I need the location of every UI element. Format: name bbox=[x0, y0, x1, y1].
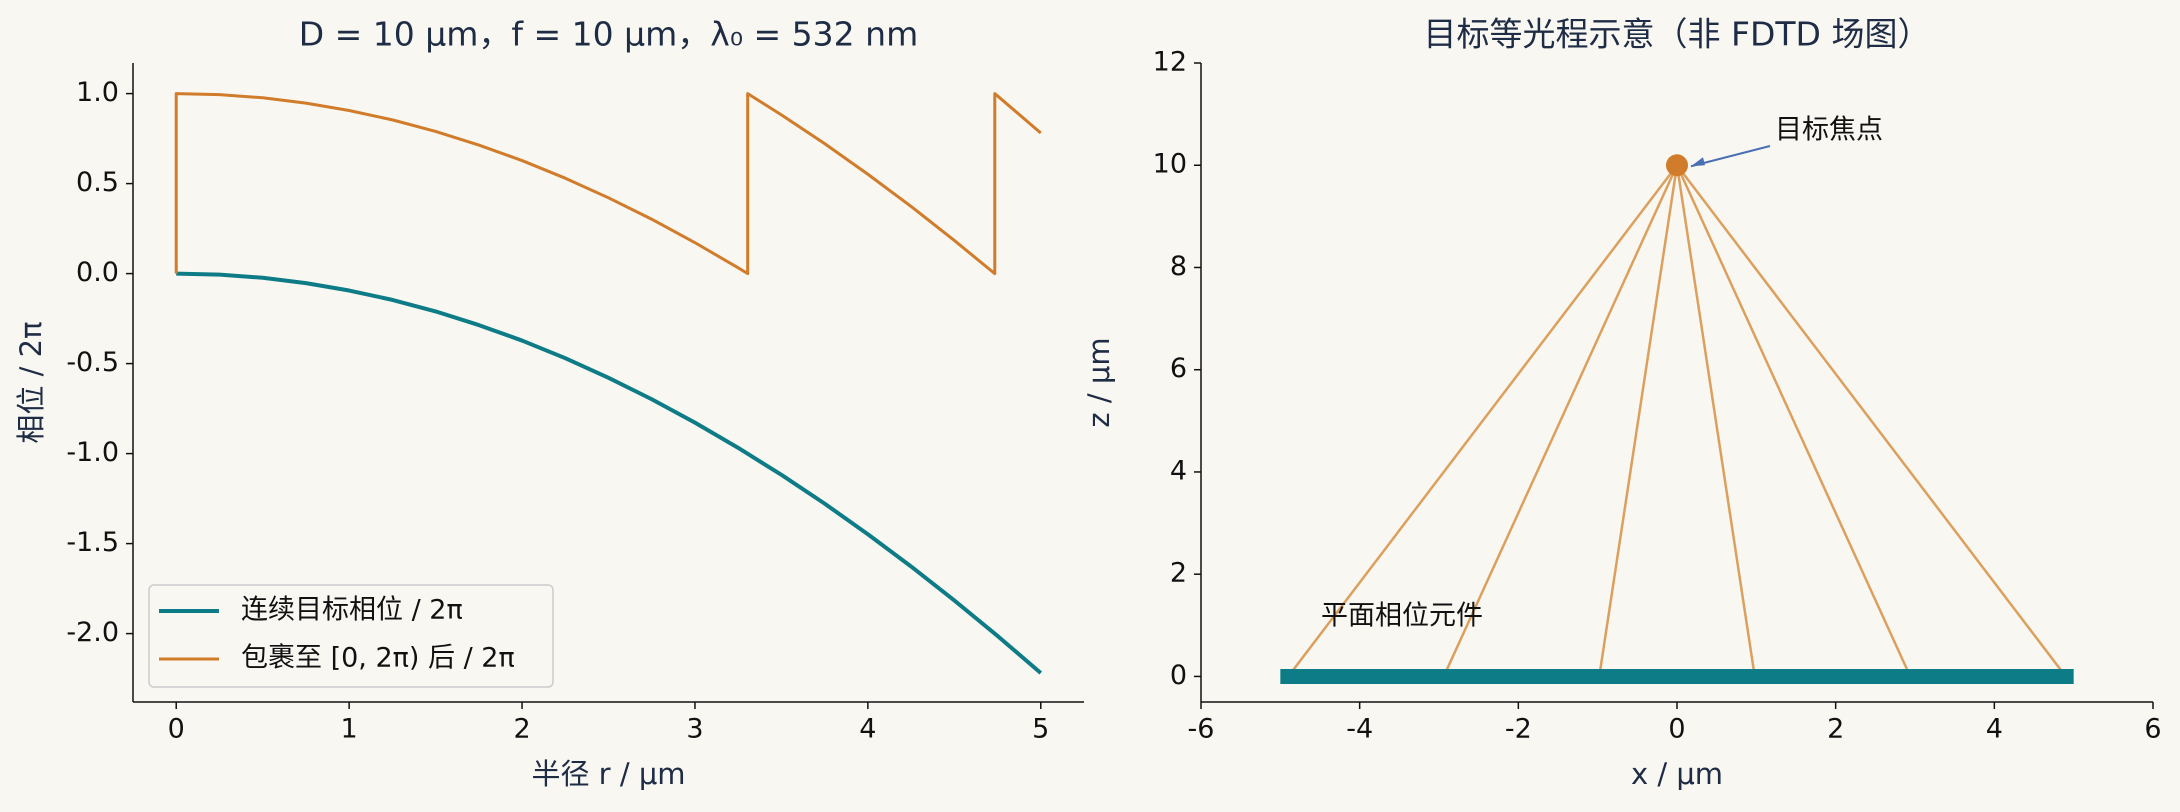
ray bbox=[1675, 165, 1756, 677]
y-tick-label: 12 bbox=[1153, 47, 1187, 78]
y-axis-label: 相位 / 2π bbox=[14, 321, 48, 443]
focus-point bbox=[1666, 154, 1688, 177]
x-axis-label: x / μm bbox=[1631, 757, 1723, 791]
x-tick-label: 5 bbox=[1032, 714, 1049, 745]
x-axis-label: 半径 r / μm bbox=[531, 757, 685, 791]
line-series bbox=[174, 92, 1042, 276]
x-tick-label: -4 bbox=[1346, 714, 1373, 745]
x-tick-label: 0 bbox=[168, 714, 185, 745]
ray bbox=[1598, 165, 1679, 677]
annotation-arrowhead bbox=[1691, 157, 1705, 167]
y-tick-label: 0.5 bbox=[76, 167, 119, 198]
x-tick-label: 1 bbox=[341, 714, 358, 745]
ray bbox=[1442, 164, 1679, 677]
legend-box bbox=[148, 584, 554, 688]
element-label: 平面相位元件 bbox=[1321, 601, 1483, 632]
y-tick-label: 0.0 bbox=[76, 257, 119, 288]
y-tick-label: -1.0 bbox=[66, 437, 119, 468]
legend-label: 连续目标相位 / 2π bbox=[241, 595, 463, 626]
x-tick-label: 3 bbox=[686, 714, 703, 745]
y-tick-label: 0 bbox=[1170, 660, 1187, 691]
x-tick-label: 6 bbox=[2144, 714, 2161, 745]
y-tick-label: -2.0 bbox=[66, 617, 119, 648]
x-tick-label: 0 bbox=[1668, 714, 1685, 745]
ray bbox=[1287, 164, 1678, 678]
line-series bbox=[176, 271, 1043, 675]
y-tick-label: 1.0 bbox=[76, 77, 119, 108]
y-tick-label: 6 bbox=[1170, 353, 1187, 384]
x-tick-label: 2 bbox=[513, 714, 530, 745]
legend-label: 包裹至 [0, 2π) 后 / 2π bbox=[241, 643, 515, 674]
focus-label: 目标焦点 bbox=[1775, 115, 1883, 146]
y-tick-label: 8 bbox=[1170, 251, 1187, 282]
y-tick-label: 4 bbox=[1170, 455, 1187, 486]
x-tick-label: -6 bbox=[1188, 714, 1215, 745]
y-axis-label: z / μm bbox=[1082, 337, 1116, 427]
chart-title: D = 10 μm，f = 10 μm，λ₀ = 532 nm bbox=[299, 15, 918, 54]
chart-title: 目标等光程示意（非 FDTD 场图） bbox=[1424, 15, 1931, 54]
ray bbox=[1675, 164, 1912, 677]
x-tick-label: -2 bbox=[1505, 714, 1532, 745]
ray bbox=[1676, 164, 2067, 678]
y-tick-label: 2 bbox=[1170, 558, 1187, 589]
y-tick-label: 10 bbox=[1153, 149, 1187, 180]
x-tick-label: 4 bbox=[1986, 714, 2003, 745]
x-tick-label: 2 bbox=[1827, 714, 1844, 745]
y-tick-label: -0.5 bbox=[66, 347, 119, 378]
x-tick-label: 4 bbox=[859, 714, 876, 745]
y-tick-label: -1.5 bbox=[66, 527, 119, 558]
